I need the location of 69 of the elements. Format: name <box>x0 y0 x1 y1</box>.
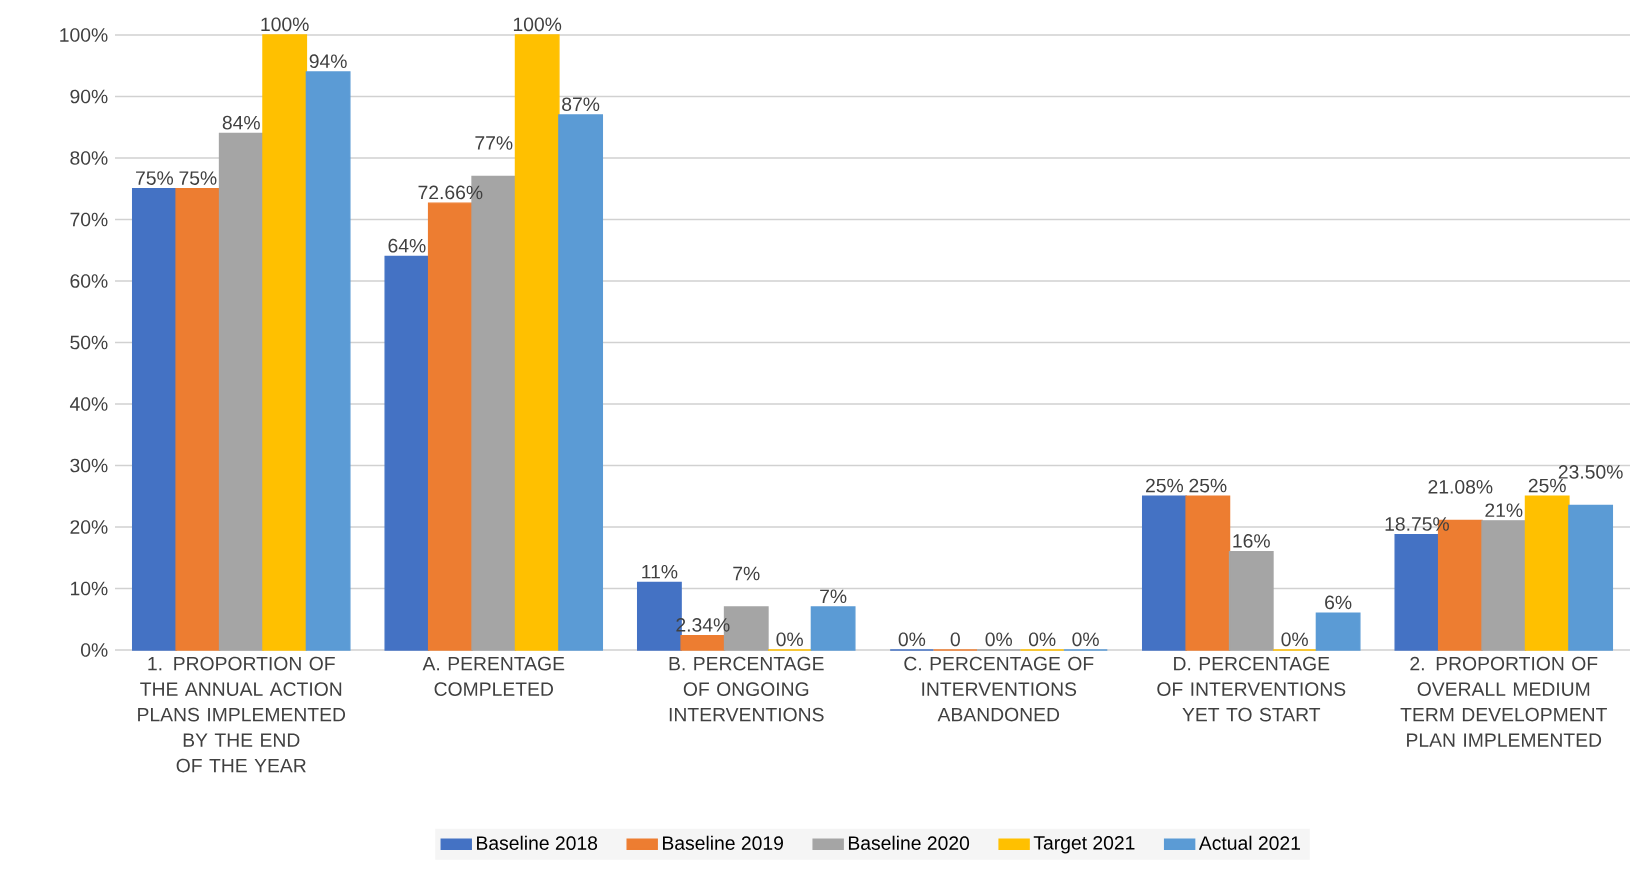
data-label: 0% <box>1281 632 1308 647</box>
data-label: 75% <box>179 171 217 185</box>
bar <box>1315 612 1361 651</box>
data-label: 72.66% <box>418 185 483 200</box>
bar <box>1481 520 1527 651</box>
y-tick-label: 90% <box>70 89 108 104</box>
bar <box>1394 533 1440 651</box>
data-label: 0% <box>776 632 803 647</box>
data-label: 25% <box>1528 478 1566 493</box>
data-label: 0% <box>985 632 1013 647</box>
data-label: 0% <box>1028 632 1056 647</box>
data-label: 0% <box>898 632 926 647</box>
bar <box>218 132 264 651</box>
y-tick-label: 100% <box>60 28 108 42</box>
bar <box>175 188 221 651</box>
bar <box>427 202 473 651</box>
data-label: 84% <box>222 115 260 130</box>
bar <box>1185 495 1231 651</box>
data-label: 75% <box>136 171 174 185</box>
data-label: 87% <box>562 97 600 112</box>
data-label: 23.50% <box>1558 465 1623 479</box>
bar <box>262 34 308 651</box>
x-tick-label: D. PERCENTAGE OF INTERVENTIONS YET TO START <box>1157 656 1346 722</box>
x-tick-label: 1. PROPORTION OF THE ANNUAL ACTION PLANS IMPLEMENTED BY THE END OF THE YEAR <box>138 656 346 773</box>
data-label: 21.08% <box>1428 479 1493 494</box>
legend-label: Baseline 2019 <box>663 835 783 850</box>
x-tick-label: A. PERENTAGE COMPLETED <box>422 656 565 696</box>
bar <box>384 255 430 651</box>
y-tick-label: 70% <box>70 212 108 227</box>
data-label: 100% <box>513 17 562 32</box>
y-tick-label: 30% <box>70 458 108 473</box>
legend-label: Actual 2021 <box>1198 835 1300 850</box>
x-tick-label: C. PERCENTAGE OF INTERVENTIONS ABANDONED <box>904 656 1094 722</box>
data-label: 0% <box>1072 632 1099 647</box>
legend-label: Baseline 2020 <box>848 835 970 850</box>
y-tick-label: 50% <box>70 335 108 350</box>
bar <box>1228 550 1274 651</box>
y-tick-label: 20% <box>70 520 108 534</box>
bar <box>305 71 351 651</box>
data-label: 6% <box>1325 595 1352 610</box>
data-label: 100% <box>261 17 309 32</box>
bar <box>131 188 177 651</box>
bar <box>680 634 726 651</box>
y-tick-label: 10% <box>70 581 108 596</box>
y-tick-label: 60% <box>70 274 108 288</box>
data-label: 7% <box>733 566 760 581</box>
bar <box>514 34 560 651</box>
data-label: 21% <box>1485 503 1523 517</box>
data-label: 25% <box>1146 478 1184 493</box>
bar <box>1568 504 1614 651</box>
legend-label: Baseline 2018 <box>477 835 598 850</box>
y-tick-label: 0% <box>81 643 108 657</box>
data-label: 25% <box>1189 478 1227 493</box>
data-label: 94% <box>309 54 347 69</box>
data-label: 77% <box>475 136 513 150</box>
y-tick-label: 40% <box>69 397 108 411</box>
data-label: 7% <box>820 589 847 604</box>
data-label: 11% <box>642 564 678 579</box>
data-label: 16% <box>1233 534 1270 548</box>
bar <box>1524 495 1570 651</box>
bar <box>558 114 604 651</box>
bar <box>810 606 856 651</box>
data-label: 0 <box>950 632 960 647</box>
data-label: 64% <box>388 238 426 253</box>
x-tick-label: B. PERCENTAGE OF ONGOING INTERVENTIONS <box>669 656 824 722</box>
y-tick-label: 80% <box>70 151 108 165</box>
x-tick-label: 2. PROPORTION OF OVERALL MEDIUM TERM DEVELOPMENT PLAN IMPLEMENTED <box>1400 656 1607 747</box>
bar <box>1141 495 1187 651</box>
legend-label: Target 2021 <box>1033 836 1135 854</box>
